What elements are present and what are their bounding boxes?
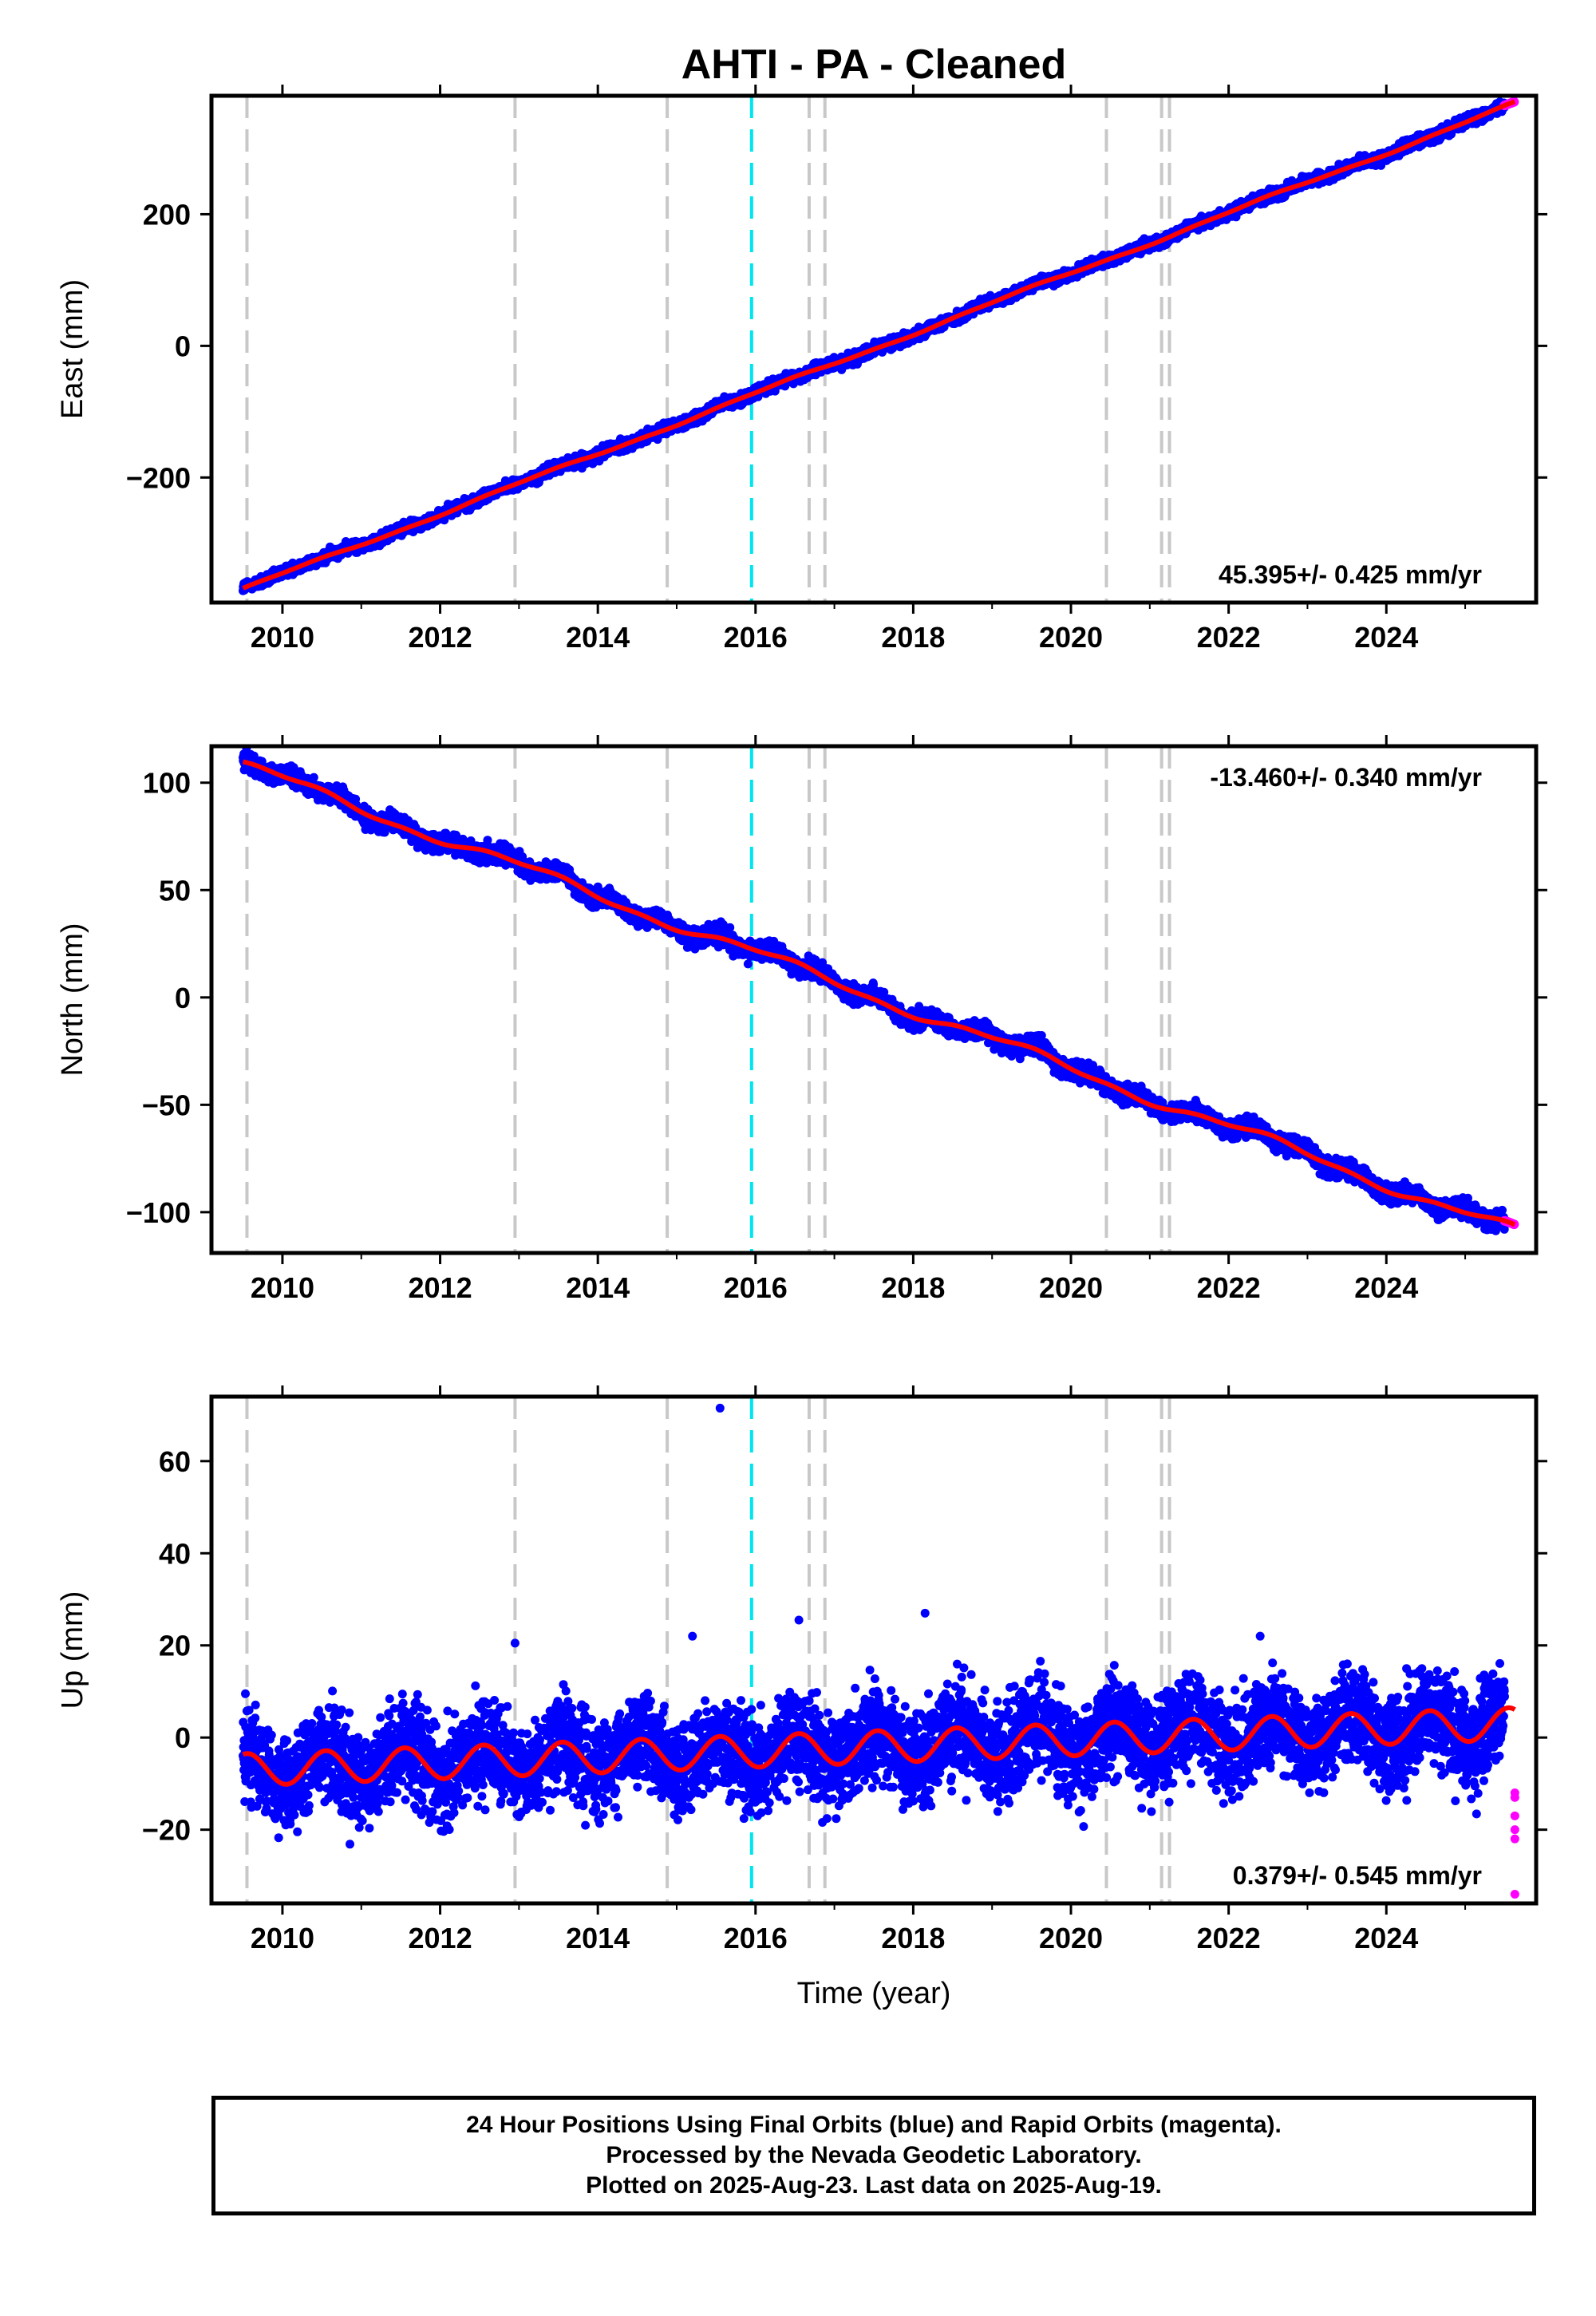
plot-area — [239, 96, 1519, 603]
chart-title: AHTI - PA - Cleaned — [681, 41, 1066, 88]
panel-east: 2010 2012 2014 2016 2018 2020 2022 2024−2000200… — [56, 85, 1547, 654]
